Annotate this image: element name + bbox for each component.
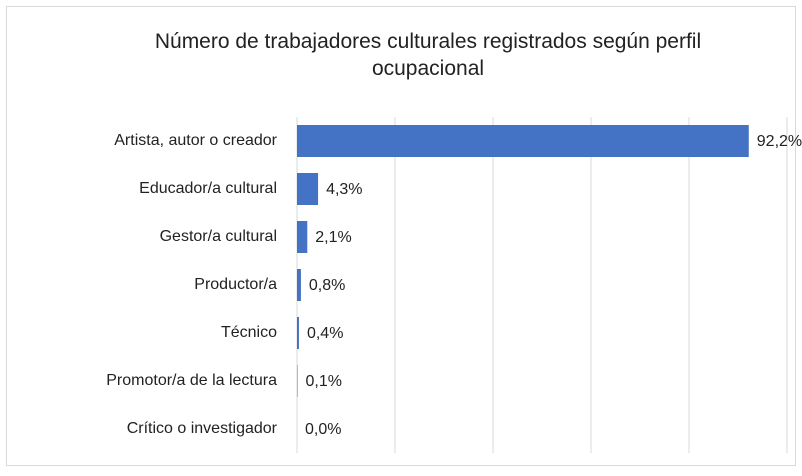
y-tick-label: Productor/a <box>194 276 277 293</box>
bar <box>297 221 308 253</box>
bar <box>297 173 319 205</box>
data-label: 2,1% <box>315 229 351 246</box>
data-label: 0,4% <box>307 325 343 342</box>
y-tick-label: Crítico o investigador <box>127 420 278 437</box>
y-tick-label: Gestor/a cultural <box>160 228 277 245</box>
y-tick-label: Técnico <box>221 324 277 341</box>
bar <box>297 125 749 157</box>
chart-border <box>6 6 796 466</box>
data-label: 4,3% <box>326 181 362 198</box>
y-tick-label: Educador/a cultural <box>139 180 277 197</box>
y-tick-label: Artista, autor o creador <box>114 132 277 149</box>
chart-title: Número de trabajadores culturales regist… <box>154 30 702 80</box>
bar <box>297 317 299 349</box>
data-label: 0,1% <box>305 373 341 390</box>
y-tick-label: Promotor/a de la lectura <box>106 372 277 389</box>
bar <box>297 269 301 301</box>
data-label: 0,8% <box>309 277 345 294</box>
data-label: 0,0% <box>305 421 341 438</box>
data-label: 92,2% <box>757 133 802 150</box>
